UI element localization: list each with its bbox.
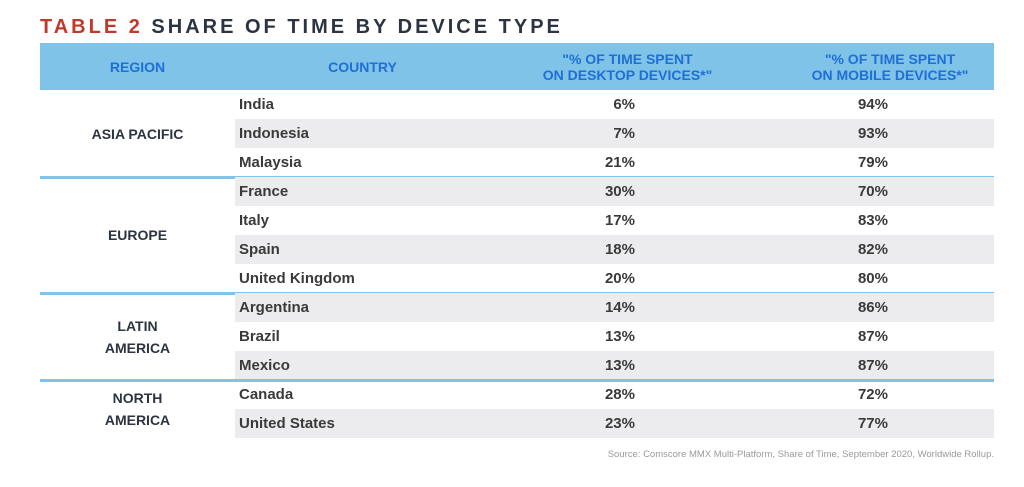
desktop-cell: 6% bbox=[613, 96, 635, 113]
mobile-cell: 83% bbox=[857, 212, 888, 229]
mobile-cell: 82% bbox=[857, 241, 888, 258]
mobile-cell: 87% bbox=[857, 328, 888, 345]
country-cell: France bbox=[239, 183, 289, 200]
table-number: TABLE 2 bbox=[40, 16, 143, 38]
table-row: Malaysia 21% 79% bbox=[235, 148, 994, 177]
region-group: ASIA PACIFIC India 6% 94% Indonesia 7% 93% Mala… bbox=[40, 90, 994, 177]
table-row: Canada 28% 72% bbox=[235, 380, 994, 409]
region-separator bbox=[40, 379, 994, 382]
region-label: NORTH AMERICA bbox=[104, 390, 171, 428]
region-group: LATIN AMERICA Argentina 14% 86% Brazil 13% 87%… bbox=[40, 293, 994, 380]
desktop-cell: 28% bbox=[604, 386, 635, 403]
table-header: REGION COUNTRY "% OF TIME SPENT ON DESKT… bbox=[40, 43, 994, 90]
mobile-cell: 87% bbox=[857, 357, 888, 374]
desktop-cell: 13% bbox=[604, 357, 635, 374]
mobile-cell: 93% bbox=[857, 125, 888, 142]
table-row: Italy 17% 83% bbox=[235, 206, 994, 235]
region-group: EUROPE France 30% 70% Italy 17% 83% Spain 18% 82%… bbox=[40, 177, 994, 293]
region-label: EUROPE bbox=[107, 227, 168, 243]
header-region: REGION bbox=[109, 58, 166, 75]
mobile-cell: 70% bbox=[857, 183, 888, 200]
country-cell: United States bbox=[239, 415, 335, 432]
desktop-cell: 30% bbox=[604, 183, 635, 200]
desktop-cell: 18% bbox=[604, 241, 635, 258]
header-country: COUNTRY bbox=[328, 58, 397, 75]
header-mobile: "% OF TIME SPENT ON MOBILE DEVICES*" bbox=[811, 50, 969, 83]
table-row: Mexico 13% 87% bbox=[235, 351, 994, 380]
mobile-cell: 86% bbox=[857, 299, 888, 316]
table-row: Argentina 14% 86% bbox=[235, 293, 994, 322]
mobile-cell: 94% bbox=[857, 96, 888, 113]
region-label: ASIA PACIFIC bbox=[91, 125, 184, 142]
table-row: France 30% 70% bbox=[235, 177, 994, 206]
table-row: Brazil 13% 87% bbox=[235, 322, 994, 351]
table-title: TABLE 2 SHARE OF TIME BY DEVICE TYPE bbox=[40, 16, 563, 40]
table-row: United Kingdom 20% 80% bbox=[235, 264, 994, 293]
region-group: NORTH AMERICA Canada 28% 72% United States 23… bbox=[40, 380, 994, 438]
country-cell: Mexico bbox=[239, 357, 290, 374]
region-label: LATIN AMERICA bbox=[104, 317, 171, 356]
mobile-cell: 80% bbox=[857, 270, 888, 287]
table-body: ASIA PACIFIC India 6% 94% Indonesia 7% 93% Mala… bbox=[40, 90, 994, 440]
country-cell: Brazil bbox=[239, 328, 280, 345]
country-cell: United Kingdom bbox=[239, 270, 355, 287]
desktop-cell: 13% bbox=[604, 328, 635, 345]
table-row: Indonesia 7% 93% bbox=[235, 119, 994, 148]
country-cell: Malaysia bbox=[239, 154, 302, 171]
country-cell: Argentina bbox=[239, 299, 310, 316]
country-cell: Indonesia bbox=[239, 125, 310, 142]
desktop-cell: 20% bbox=[604, 270, 635, 287]
header-desktop: "% OF TIME SPENT ON DESKTOP DEVICES*" bbox=[542, 50, 713, 83]
desktop-cell: 17% bbox=[604, 212, 635, 229]
country-cell: Canada bbox=[239, 386, 294, 403]
desktop-cell: 14% bbox=[604, 299, 635, 316]
source-note: Source: Comscore MMX Multi-Platform, Sha… bbox=[607, 449, 994, 460]
desktop-cell: 7% bbox=[613, 125, 635, 142]
mobile-cell: 79% bbox=[857, 154, 888, 171]
table-row: Spain 18% 82% bbox=[235, 235, 994, 264]
table-row: United States 23% 77% bbox=[235, 409, 994, 438]
table-row: India 6% 94% bbox=[235, 90, 994, 119]
country-cell: India bbox=[239, 96, 275, 113]
country-cell: Spain bbox=[239, 241, 280, 258]
mobile-cell: 72% bbox=[857, 386, 888, 403]
country-cell: Italy bbox=[239, 212, 270, 229]
desktop-cell: 23% bbox=[604, 415, 635, 432]
table-title-text: SHARE OF TIME BY DEVICE TYPE bbox=[151, 16, 563, 38]
mobile-cell: 77% bbox=[857, 415, 888, 432]
desktop-cell: 21% bbox=[604, 154, 635, 171]
